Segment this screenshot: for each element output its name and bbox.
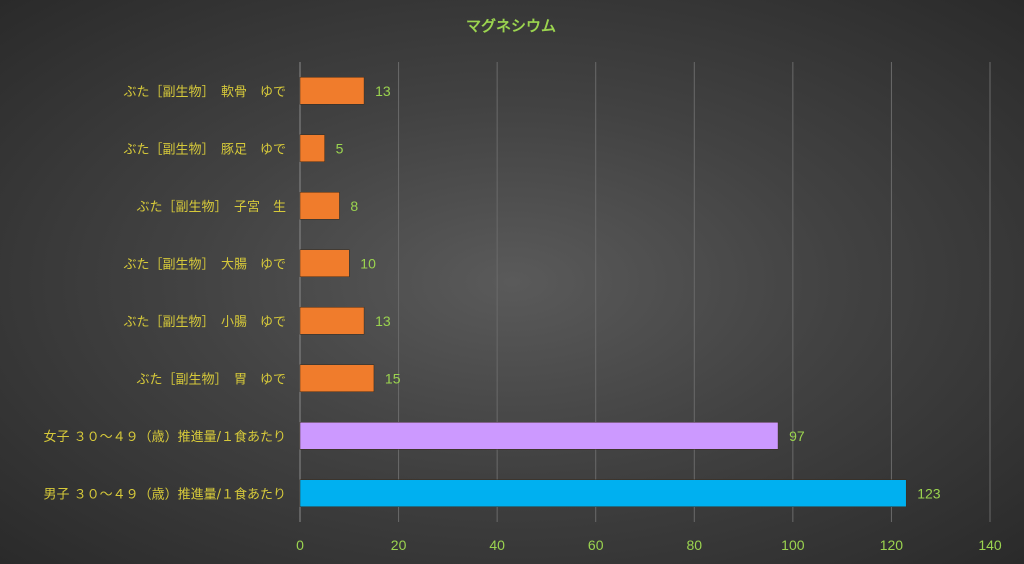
gridlines bbox=[299, 62, 991, 522]
chart-title: マグネシウム bbox=[466, 17, 556, 35]
x-tick-label: 120 bbox=[880, 537, 904, 553]
data-label: 5 bbox=[336, 140, 344, 156]
category-label: ぶた［副生物］ 子宮 生 bbox=[136, 199, 286, 215]
bar bbox=[299, 307, 365, 335]
data-label: 13 bbox=[375, 83, 391, 99]
x-tick-label: 40 bbox=[489, 537, 505, 553]
bar bbox=[299, 422, 779, 450]
x-tick-label: 0 bbox=[296, 537, 304, 553]
bar bbox=[299, 249, 350, 277]
x-tick-label: 80 bbox=[686, 537, 702, 553]
x-tick-label: 140 bbox=[978, 537, 1002, 553]
category-label: 男子 ３０～４９（歳）推進量/１食あたり bbox=[43, 486, 286, 502]
category-label: ぶた［副生物］ 豚足 ゆで bbox=[123, 142, 286, 157]
data-label: 97 bbox=[789, 428, 805, 444]
category-label: ぶた［副生物］ 軟骨 ゆで bbox=[123, 84, 286, 100]
category-label: ぶた［副生物］ 胃 ゆで bbox=[136, 372, 286, 387]
bar bbox=[299, 134, 325, 162]
data-label: 15 bbox=[385, 370, 401, 386]
bars bbox=[299, 77, 907, 507]
data-label: 123 bbox=[917, 485, 941, 501]
category-label: ぶた［副生物］ 大腸 ゆで bbox=[123, 257, 286, 272]
x-tick-label: 60 bbox=[588, 537, 604, 553]
data-label: 13 bbox=[375, 313, 391, 329]
category-label: ぶた［副生物］ 小腸 ゆで bbox=[123, 315, 286, 330]
data-labels: 13 5 8 10 13 15 97 123 bbox=[336, 83, 941, 502]
bar bbox=[299, 77, 365, 105]
x-tick-labels: 0 20 40 60 80 100 120 140 bbox=[296, 537, 1002, 553]
bar bbox=[299, 479, 907, 507]
data-label: 8 bbox=[350, 198, 358, 214]
bar bbox=[299, 364, 375, 392]
category-label: 女子 ３０～４９（歳）推進量/１食あたり bbox=[43, 429, 286, 445]
x-tick-label: 100 bbox=[781, 537, 805, 553]
bar bbox=[299, 192, 340, 220]
data-label: 10 bbox=[360, 255, 376, 271]
x-tick-label: 20 bbox=[391, 537, 407, 553]
